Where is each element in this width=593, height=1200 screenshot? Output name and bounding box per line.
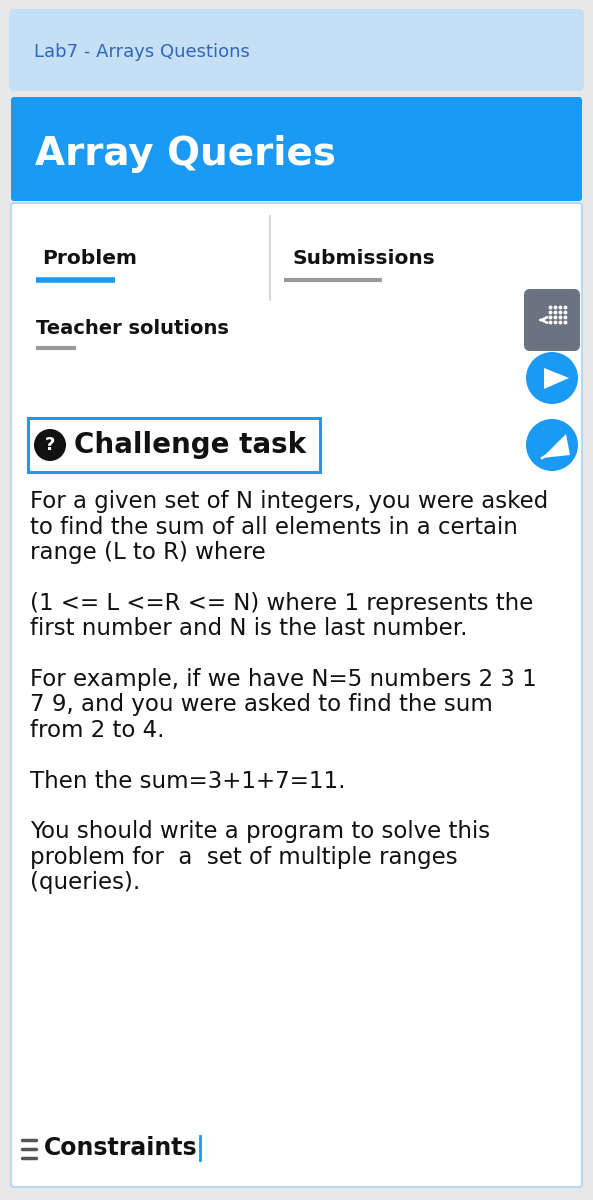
Text: first number and N is the last number.: first number and N is the last number. (30, 617, 467, 641)
FancyBboxPatch shape (11, 97, 582, 200)
Text: ?: ? (45, 436, 55, 454)
Text: Lab7 - Arrays Questions: Lab7 - Arrays Questions (34, 43, 250, 61)
Polygon shape (542, 434, 570, 458)
Text: Constraints: Constraints (44, 1136, 197, 1160)
Text: Then the sum=3+1+7=11.: Then the sum=3+1+7=11. (30, 769, 346, 792)
FancyBboxPatch shape (11, 203, 582, 1187)
Text: For a given set of N integers, you were asked: For a given set of N integers, you were … (30, 490, 549, 514)
Text: problem for  a  set of multiple ranges: problem for a set of multiple ranges (30, 846, 458, 869)
Text: range (L to R) where: range (L to R) where (30, 541, 266, 564)
Text: to find the sum of all elements in a certain: to find the sum of all elements in a cer… (30, 516, 518, 539)
FancyBboxPatch shape (9, 8, 584, 91)
Text: Challenge task: Challenge task (74, 431, 306, 458)
Text: Submissions: Submissions (292, 248, 435, 268)
Text: Problem: Problem (42, 248, 137, 268)
Text: Array Queries: Array Queries (35, 134, 336, 173)
Text: from 2 to 4.: from 2 to 4. (30, 719, 164, 742)
Polygon shape (544, 368, 569, 389)
Text: (1 <= L <=R <= N) where 1 represents the: (1 <= L <=R <= N) where 1 represents the (30, 592, 533, 614)
Circle shape (526, 419, 578, 470)
Text: (queries).: (queries). (30, 871, 141, 894)
Text: 7 9, and you were asked to find the sum: 7 9, and you were asked to find the sum (30, 694, 493, 716)
Text: For example, if we have N=5 numbers 2 3 1: For example, if we have N=5 numbers 2 3 … (30, 668, 537, 691)
FancyBboxPatch shape (524, 289, 580, 350)
Text: You should write a program to solve this: You should write a program to solve this (30, 820, 490, 844)
Circle shape (526, 352, 578, 404)
Circle shape (34, 428, 66, 461)
Text: Teacher solutions: Teacher solutions (36, 318, 229, 337)
